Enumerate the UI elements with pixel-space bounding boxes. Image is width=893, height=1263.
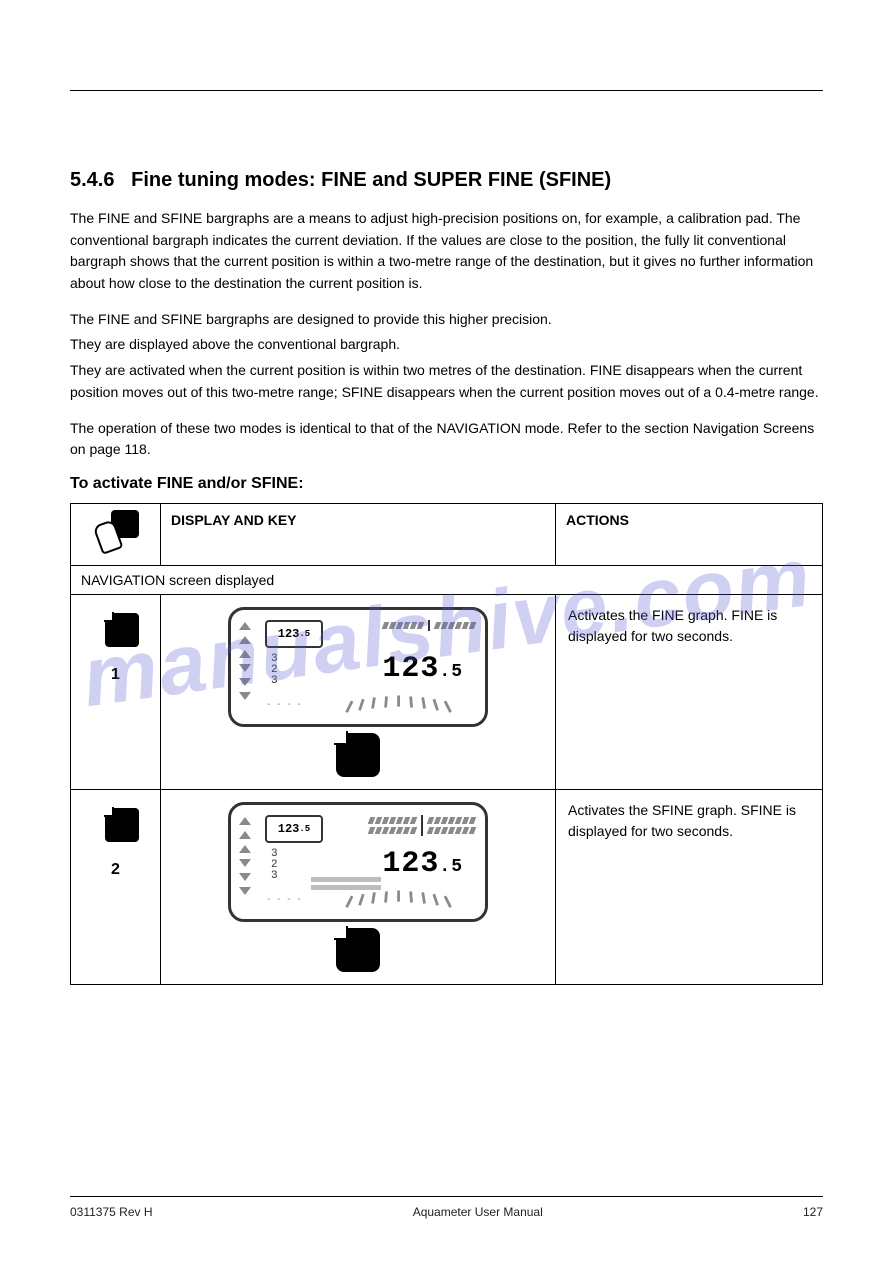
step-cell: 2 [71,789,161,984]
table-context-row: NAVIGATION screen displayed [71,565,823,594]
hardware-key-icon [336,928,380,972]
footer-right: 127 [803,1205,823,1219]
page-footer: 0311375 Rev H Aquameter User Manual 127 [70,1196,823,1219]
callout-arrow-icon [485,815,488,827]
header-display-and-key: DISPLAY AND KEY [161,503,556,565]
fine-bargraph [369,827,475,834]
step-cell: 1 [71,594,161,789]
gauge-arc-icon [341,688,471,716]
lcd-main-reading: 123.5 [382,652,463,686]
lcd-dots: - - - - [267,894,303,905]
paragraph-5: The operation of these two modes is iden… [70,418,823,461]
header-actions: ACTIONS [556,503,823,565]
context-text: NAVIGATION screen displayed [71,565,823,594]
section-number: 5.4.6 [70,169,114,191]
header-press-icon-cell [71,503,161,565]
hand-press-key-icon [93,510,139,556]
paragraph-1: The FINE and SFINE bargraphs are a means… [70,208,823,295]
display-cell: 123.5 3 2 3 - - - - [161,789,556,984]
footer-center: Aquameter User Manual [413,1205,543,1219]
section-heading: 5.4.6 Fine tuning modes: FINE and SUPER … [70,169,823,192]
table-row: 2 123.5 3 2 3 - - - - [71,789,823,984]
arrow-stack-icon [239,622,251,700]
table-header-row: DISPLAY AND KEY ACTIONS [71,503,823,565]
step-number: 1 [71,666,160,684]
lcd-main-reading: 123.5 [382,847,463,881]
lcd-mini-digits: 3 2 3 [271,849,279,882]
subheading: To activate FINE and/or SFINE: [70,475,823,493]
lcd-inset-reading: 123.5 [265,815,323,843]
lcd-dots: - - - - [267,699,303,710]
action-description: Activates the FINE graph. FINE is displa… [556,594,823,789]
action-description: Activates the SFINE graph. SFINE is disp… [556,789,823,984]
footer-left: 0311375 Rev H [70,1205,153,1219]
paragraph-2: The FINE and SFINE bargraphs are designe… [70,309,823,331]
table-row: 1 123.5 3 2 3 - - - - [71,594,823,789]
lcd-inset-reading: 123.5 [265,620,323,648]
arrow-stack-icon [239,817,251,895]
gauge-arc-icon [341,883,471,911]
sfine-bargraph [369,817,475,824]
display-cell: 123.5 3 2 3 - - - - 123.5 [161,594,556,789]
key-icon [93,613,139,659]
section-title-text: Fine tuning modes: FINE and SUPER FINE (… [131,169,611,191]
lcd-display: 123.5 3 2 3 - - - - [228,802,488,922]
paragraph-4: They are activated when the current posi… [70,360,823,403]
lcd-display: 123.5 3 2 3 - - - - 123.5 [228,607,488,727]
callout-arrow-icon [485,825,488,837]
paragraph-3: They are displayed above the conventiona… [70,334,823,356]
fine-bargraph [383,622,475,629]
hardware-key-icon [336,733,380,777]
key-icon [93,808,139,854]
step-number: 2 [71,861,160,879]
callout-arrow-icon [485,620,488,632]
procedure-table: DISPLAY AND KEY ACTIONS NAVIGATION scree… [70,503,823,985]
lcd-mini-digits: 3 2 3 [271,654,279,687]
